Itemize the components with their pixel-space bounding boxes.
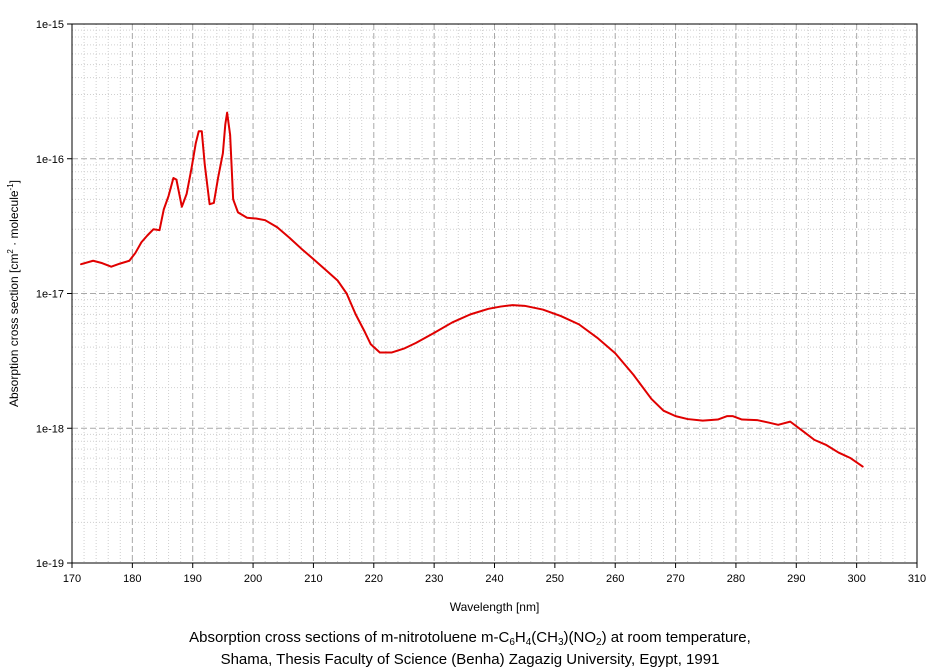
- y-axis-label: Absorption cross section [cm2 · molecule…: [6, 180, 21, 407]
- x-tick-label: 190: [184, 573, 202, 585]
- y-tick-label: 1e-19: [36, 558, 64, 570]
- x-tick-label: 220: [365, 573, 383, 585]
- x-tick-label: 260: [606, 573, 624, 585]
- y-tick-label: 1e-18: [36, 423, 64, 435]
- y-tick-label: 1e-16: [36, 154, 64, 166]
- x-tick-label: 250: [546, 573, 564, 585]
- x-tick-label: 300: [847, 573, 865, 585]
- x-tick-label: 280: [727, 573, 745, 585]
- absorption-chart: 170 180 190 200 210 220 230 240 250 260 270 280 290 3…: [6, 19, 926, 614]
- y-tick-label: 1e-17: [36, 289, 64, 301]
- y-axis-ticks: 1e-15 1e-16 1e-17 1e-18 1e-19: [36, 19, 72, 570]
- x-tick-label: 180: [123, 573, 141, 585]
- series-line: [80, 111, 864, 468]
- x-tick-label: 270: [666, 573, 684, 585]
- figure-caption: Absorption cross sections of m-nitrotolu…: [0, 627, 940, 671]
- x-tick-label: 230: [425, 573, 443, 585]
- x-tick-label: 200: [244, 573, 262, 585]
- x-tick-label: 290: [787, 573, 805, 585]
- y-tick-label: 1e-15: [36, 19, 64, 31]
- x-tick-label: 310: [908, 573, 926, 585]
- x-tick-label: 210: [304, 573, 322, 585]
- x-axis-label: Wavelength [nm]: [450, 600, 540, 614]
- x-tick-label: 170: [63, 573, 81, 585]
- x-axis-ticks: 170 180 190 200 210 220 230 240 250 260 270 280 290 3…: [63, 563, 926, 585]
- caption-line-2: Shama, Thesis Faculty of Science (Benha)…: [220, 651, 720, 668]
- caption-line-1: Absorption cross sections of m-nitrotolu…: [189, 629, 751, 648]
- x-tick-label: 240: [485, 573, 503, 585]
